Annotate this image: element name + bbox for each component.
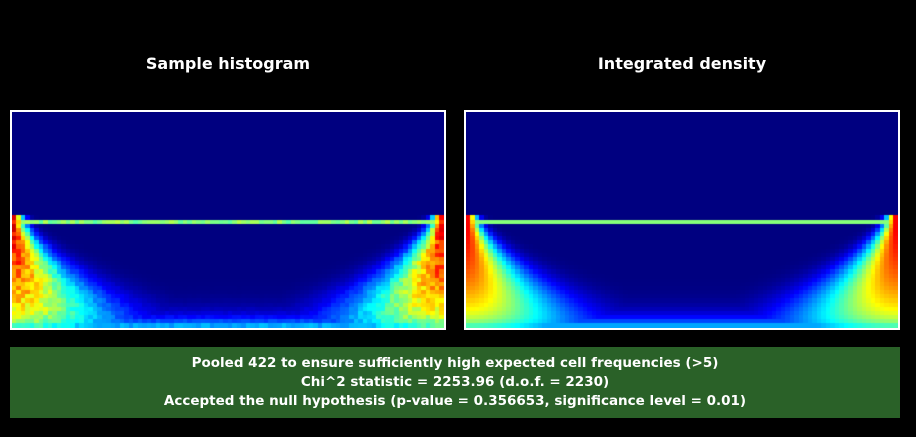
sample-histogram-title: Sample histogram xyxy=(145,54,311,73)
sample-histogram-plot xyxy=(10,110,446,330)
integrated-density-plot xyxy=(464,110,900,330)
pooling-message: Pooled 422 to ensure sufficiently high e… xyxy=(191,355,719,371)
chi-square-statistic: Chi^2 statistic = 2253.96 (d.o.f. = 2230… xyxy=(300,374,610,390)
integrated-density-title: Integrated density xyxy=(597,54,767,73)
integrated-density-heatmap xyxy=(466,112,898,328)
chi-square-test-result-box: Pooled 422 to ensure sufficiently high e… xyxy=(10,347,900,418)
sample-histogram-heatmap xyxy=(12,112,444,328)
hypothesis-result: Accepted the null hypothesis (p-value = … xyxy=(163,393,747,409)
